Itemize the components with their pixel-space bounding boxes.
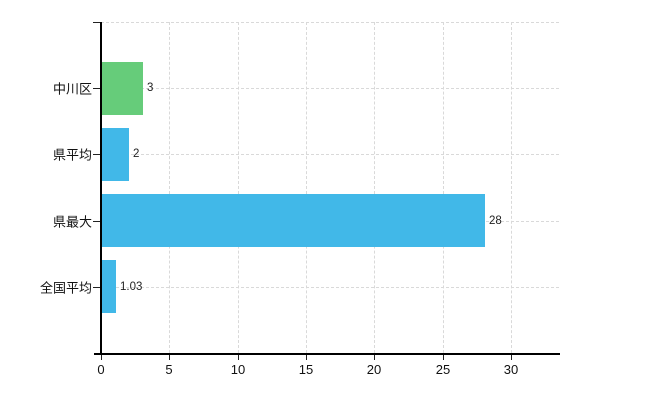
x-axis-tick bbox=[511, 355, 512, 360]
x-axis-tick bbox=[443, 355, 444, 360]
gridline-vertical bbox=[306, 22, 307, 353]
gridline-vertical bbox=[511, 22, 512, 353]
x-axis-tick-label: 5 bbox=[165, 362, 173, 377]
bar-0 bbox=[102, 62, 143, 115]
x-axis-line bbox=[94, 353, 560, 355]
bar-1 bbox=[102, 128, 129, 181]
x-axis-tick-label: 20 bbox=[366, 362, 382, 377]
category-label: 全国平均 bbox=[39, 280, 92, 296]
y-axis-tick bbox=[93, 88, 100, 89]
bar-3 bbox=[102, 260, 116, 313]
bar-2 bbox=[102, 194, 485, 247]
bar-value-label: 28 bbox=[489, 215, 502, 227]
y-axis-tick bbox=[93, 287, 100, 288]
gridline-vertical bbox=[169, 22, 170, 353]
category-label: 中川区 bbox=[52, 81, 92, 97]
x-axis-tick bbox=[374, 355, 375, 360]
x-axis-tick bbox=[101, 355, 102, 360]
bar-value-label: 3 bbox=[147, 82, 154, 94]
y-axis-tick bbox=[93, 221, 100, 222]
y-axis-tick bbox=[93, 154, 100, 155]
category-label: 県平均 bbox=[52, 147, 92, 163]
gridline-vertical bbox=[238, 22, 239, 353]
x-axis-tick bbox=[238, 355, 239, 360]
x-axis-tick-label: 15 bbox=[298, 362, 314, 377]
gridline-horizontal bbox=[101, 287, 559, 288]
x-axis-tick-label: 25 bbox=[435, 362, 451, 377]
x-axis-tick-label: 0 bbox=[97, 362, 105, 377]
gridline-horizontal bbox=[101, 88, 559, 89]
gridline-horizontal bbox=[101, 154, 559, 155]
x-axis-tick-label: 30 bbox=[503, 362, 519, 377]
bar-value-label: 2 bbox=[133, 148, 140, 160]
bar-value-label: 1.03 bbox=[120, 281, 143, 293]
x-axis-tick bbox=[169, 355, 170, 360]
gridline-vertical bbox=[443, 22, 444, 353]
gridline-vertical bbox=[374, 22, 375, 353]
x-axis-tick bbox=[306, 355, 307, 360]
y-axis-tick bbox=[93, 22, 100, 23]
x-axis-tick-label: 10 bbox=[230, 362, 246, 377]
gridline-horizontal bbox=[101, 22, 559, 23]
y-axis-line bbox=[100, 22, 102, 355]
category-label: 県最大 bbox=[52, 214, 92, 230]
